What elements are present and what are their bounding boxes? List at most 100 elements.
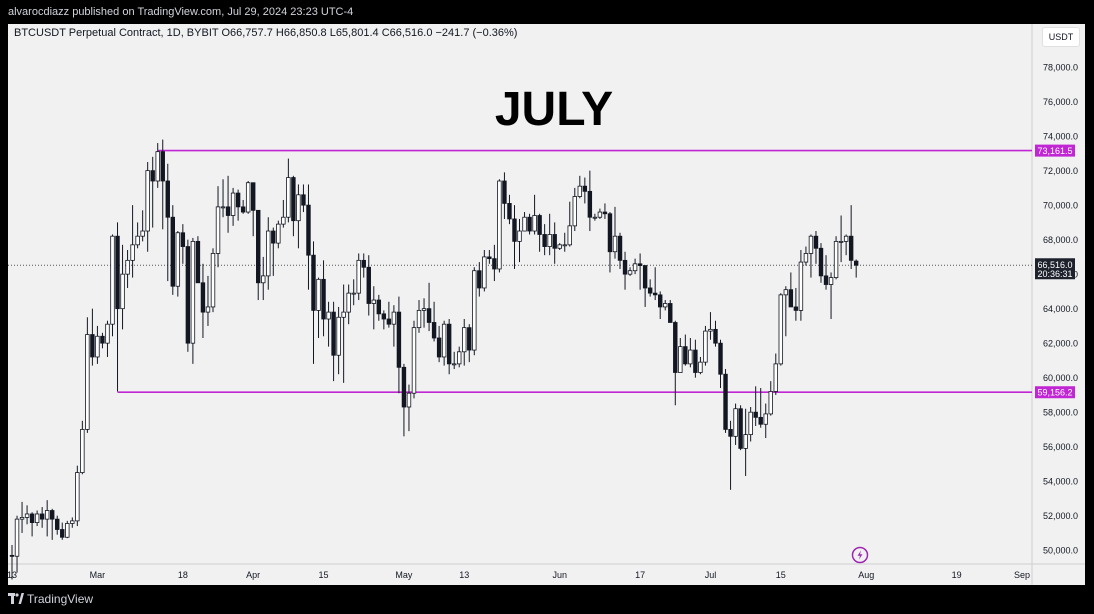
candle	[572, 187, 577, 232]
candle-body-up	[220, 206, 226, 209]
candle-body-up	[110, 235, 115, 325]
last-price-tag	[1035, 258, 1075, 280]
candle-body-down	[401, 366, 407, 408]
candle	[85, 317, 90, 433]
candle-body-down	[90, 334, 95, 358]
time-axis[interactable]: 13 Mar 18 Apr 15 May 13 Jun 17 Jul 15 Aug 19 Sep	[8, 570, 1030, 580]
currency-button[interactable]: USDT	[1043, 28, 1079, 46]
candle	[652, 267, 658, 301]
y-tick-label: 72,000.0	[1043, 166, 1078, 176]
candle	[406, 384, 412, 432]
candle-body-up	[95, 335, 100, 358]
candle	[376, 294, 382, 321]
candle-body-down	[301, 194, 306, 206]
candle	[110, 234, 115, 337]
candle-body-down	[376, 299, 382, 315]
candle	[276, 220, 281, 249]
candle	[210, 248, 216, 313]
candle	[316, 277, 321, 338]
candle	[612, 206, 618, 259]
candle	[326, 301, 331, 347]
level-price-tag	[1035, 386, 1075, 399]
candle	[783, 286, 789, 337]
candle-body-up	[567, 225, 572, 246]
candle	[451, 351, 457, 370]
candle-body-up	[286, 177, 291, 218]
candle	[70, 517, 75, 528]
candle	[29, 512, 35, 537]
candle	[632, 258, 638, 275]
candle	[65, 520, 70, 539]
candle-body-down	[507, 203, 512, 220]
candle	[542, 224, 547, 256]
candle	[678, 337, 683, 373]
candle-body-up	[698, 361, 703, 373]
y-tick-label: 70,000.0	[1043, 201, 1078, 211]
candle	[291, 175, 296, 237]
candle	[296, 184, 301, 249]
candle	[180, 224, 186, 264]
candle	[125, 250, 130, 288]
candle	[145, 162, 150, 252]
candle	[39, 507, 45, 528]
candle-body-up	[130, 244, 135, 261]
candle	[492, 244, 497, 282]
candle	[517, 218, 522, 263]
y-tick-label: 56,000.0	[1043, 442, 1078, 452]
replay-bolt-icon[interactable]	[851, 546, 869, 564]
candle-body-up	[245, 182, 251, 213]
candle-body-up	[828, 277, 834, 285]
candle-body-down	[587, 190, 593, 218]
candle-body-down	[39, 513, 45, 520]
candle	[190, 237, 196, 364]
candle	[14, 515, 20, 573]
candle-body-up	[597, 211, 603, 218]
candle-body-down	[487, 256, 492, 260]
candle	[205, 275, 211, 326]
candle	[261, 256, 266, 301]
candle-body-down	[256, 209, 261, 284]
x-tick-label: May	[395, 570, 413, 580]
y-tick-label: 68,000.0	[1043, 235, 1078, 245]
y-tick-label: 62,000.0	[1043, 339, 1078, 349]
candle-body-up	[592, 216, 598, 219]
candle-body-up	[44, 510, 50, 520]
candle	[185, 239, 191, 352]
candle	[512, 205, 517, 269]
candle-body-up	[572, 196, 577, 227]
candle-body-down	[477, 270, 482, 289]
candle	[828, 272, 834, 320]
candle-body-up	[205, 306, 211, 313]
candle	[396, 296, 402, 394]
candle	[115, 222, 120, 392]
candle-body-down	[180, 232, 186, 247]
candle-body-down	[658, 294, 663, 308]
candle-body-up	[778, 294, 784, 365]
candle-body-down	[240, 206, 246, 213]
horizontal-levels[interactable]: 73,161.5 59,156.2	[117, 144, 1075, 399]
price-chart[interactable]: 50,000.0 52,000.0 54,000.0 56,000.0 58,000.0…	[8, 24, 1085, 585]
candle	[271, 227, 276, 276]
candle-body-down	[9, 554, 15, 557]
candle	[225, 175, 231, 233]
candle-body-down	[306, 204, 311, 256]
candle-body-down	[527, 216, 532, 232]
candle-body-down	[271, 230, 276, 244]
level-price-label: 59,156.2	[1037, 388, 1072, 398]
candle-body-down	[492, 258, 497, 270]
candle	[331, 301, 336, 382]
candle-body-up	[120, 273, 125, 310]
chart-pane[interactable]: 50,000.0 52,000.0 54,000.0 56,000.0 58,000.0…	[8, 24, 1085, 585]
candle	[647, 279, 653, 297]
price-axis[interactable]: 50,000.0 52,000.0 54,000.0 56,000.0 58,000.0…	[1043, 28, 1078, 556]
candle-body-up	[346, 292, 351, 313]
candle-body-down	[100, 335, 105, 344]
candle-body-up	[708, 328, 713, 332]
candle	[44, 500, 50, 537]
candle-body-up	[336, 316, 341, 356]
candle-body-down	[502, 180, 507, 204]
candle-body-down	[386, 318, 392, 325]
candle	[80, 420, 85, 475]
candle	[351, 279, 356, 306]
candle-body-up	[783, 289, 789, 296]
